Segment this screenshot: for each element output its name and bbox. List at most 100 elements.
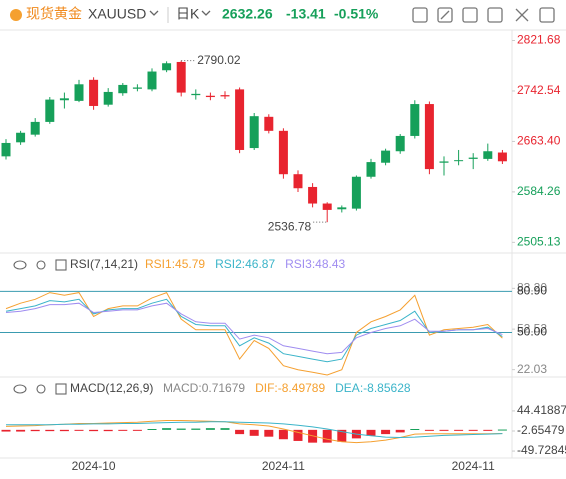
legend-entry: RSI1:45.79 xyxy=(145,257,205,271)
candle-body xyxy=(293,174,303,189)
candle-body xyxy=(337,207,347,210)
y-tick-label: 2663.40 xyxy=(517,134,561,148)
tool-icon[interactable] xyxy=(440,10,450,20)
candle-body xyxy=(16,132,26,143)
macd-bar xyxy=(103,429,113,432)
legend-entry: MACD:0.71679 xyxy=(163,381,245,395)
tool-icon[interactable] xyxy=(487,7,503,23)
y-tick-label: 83.20 xyxy=(517,281,547,295)
dropdown-icon[interactable] xyxy=(149,10,159,16)
macd-bar xyxy=(483,429,493,431)
macd-bar xyxy=(322,429,332,443)
macd-bar xyxy=(118,429,128,431)
macd-bar xyxy=(89,429,99,432)
macd-bar xyxy=(235,429,245,435)
candle-body xyxy=(322,203,332,210)
candle-body xyxy=(45,99,55,122)
y-tick-label: 80.90 xyxy=(517,284,547,298)
macd-bar xyxy=(176,428,186,430)
candle-body xyxy=(454,160,464,162)
candle-body xyxy=(439,161,449,163)
macd-bar xyxy=(497,429,507,431)
macd-bar xyxy=(132,429,142,431)
indicator-line xyxy=(5,420,503,444)
gear-icon[interactable] xyxy=(36,260,46,270)
tool-icon[interactable] xyxy=(462,7,478,23)
legend-value: -8.85628 xyxy=(363,381,411,395)
candle-body xyxy=(118,84,128,94)
candle-body xyxy=(132,87,142,89)
macd-bar xyxy=(395,429,405,433)
candle-body xyxy=(308,186,318,204)
y-tick-label: 44.41887 xyxy=(517,403,566,417)
legend-value: -8.49789 xyxy=(278,381,326,395)
y-tick-label: 22.03 xyxy=(517,362,547,376)
candle-body xyxy=(59,98,69,101)
macd-bar xyxy=(454,429,464,431)
y-tick-label: 2742.54 xyxy=(517,83,561,97)
eye-icon[interactable] xyxy=(13,384,27,394)
x-tick-label: 2024-11 xyxy=(452,459,495,473)
macd-bar xyxy=(439,429,449,431)
macd-bar xyxy=(45,429,55,432)
candle-body xyxy=(497,152,507,162)
legend-value: 0.71679 xyxy=(202,381,246,395)
y-tick-label: 52.52 xyxy=(517,321,547,335)
candle-body xyxy=(278,130,288,175)
fullscreen-icon[interactable] xyxy=(515,8,529,22)
symbol-name: 现货黄金 xyxy=(26,6,82,22)
candle-body xyxy=(162,63,172,71)
legend-name: DIF xyxy=(255,381,274,395)
change-pct: -0.51% xyxy=(334,6,379,22)
tool-icon[interactable] xyxy=(412,7,428,23)
macd-bar xyxy=(59,429,69,432)
candle-body xyxy=(30,121,40,135)
candle-body xyxy=(249,116,259,149)
candle-body xyxy=(381,150,391,163)
header: 现货黄金 XAUUSD 日K 2632.26 -13.41 -0.51% xyxy=(0,6,566,31)
candle-body xyxy=(89,79,99,106)
macd-bar xyxy=(278,429,288,440)
x-tick-label: 2024-11 xyxy=(262,459,305,473)
tool-icon[interactable] xyxy=(437,7,453,23)
legend-entry: DEA:-8.85628 xyxy=(335,381,411,395)
eye-icon[interactable] xyxy=(13,260,27,270)
candle-body xyxy=(191,93,201,96)
legend-name: RSI3 xyxy=(285,257,312,271)
y-tick-label: 2584.26 xyxy=(517,184,561,198)
y-tick-label: -2.65479 xyxy=(517,423,565,437)
indicator-line xyxy=(5,302,503,355)
indicator-title: MACD(12,26,9) xyxy=(70,381,153,395)
macd-bar xyxy=(293,429,303,441)
legend-entry: RSI3:48.43 xyxy=(285,257,345,271)
gear-icon[interactable] xyxy=(36,384,46,394)
candle-body xyxy=(351,176,361,209)
candle-body xyxy=(74,84,84,101)
indicator-title: RSI(7,14,21) xyxy=(70,257,138,271)
macd-bar xyxy=(381,429,391,435)
expand-icon[interactable] xyxy=(55,383,67,395)
candle-body xyxy=(147,71,157,90)
settings-icon[interactable] xyxy=(539,7,555,23)
y-tick-label: 50.00 xyxy=(517,325,547,339)
macd-bar xyxy=(468,429,478,431)
macd-bar xyxy=(74,429,84,431)
macd-bar xyxy=(205,428,215,430)
candle-body xyxy=(424,104,434,170)
y-tick-label: 2505.13 xyxy=(517,235,561,249)
legend-entry: DIF:-8.49789 xyxy=(255,381,325,395)
candle-body xyxy=(235,89,245,150)
candle-body xyxy=(205,95,215,98)
y-tick-label: -49.72845 xyxy=(517,443,566,457)
macd-bar xyxy=(249,429,259,436)
period[interactable]: 日K xyxy=(176,6,200,22)
candle-body xyxy=(1,142,11,157)
dropdown-icon[interactable] xyxy=(201,10,211,16)
macd-bar xyxy=(337,429,347,442)
change: -13.41 xyxy=(286,6,326,22)
candle-body xyxy=(410,104,420,136)
macd-bar xyxy=(220,428,230,430)
expand-icon[interactable] xyxy=(55,259,67,271)
symbol-code[interactable]: XAUUSD xyxy=(88,6,146,22)
